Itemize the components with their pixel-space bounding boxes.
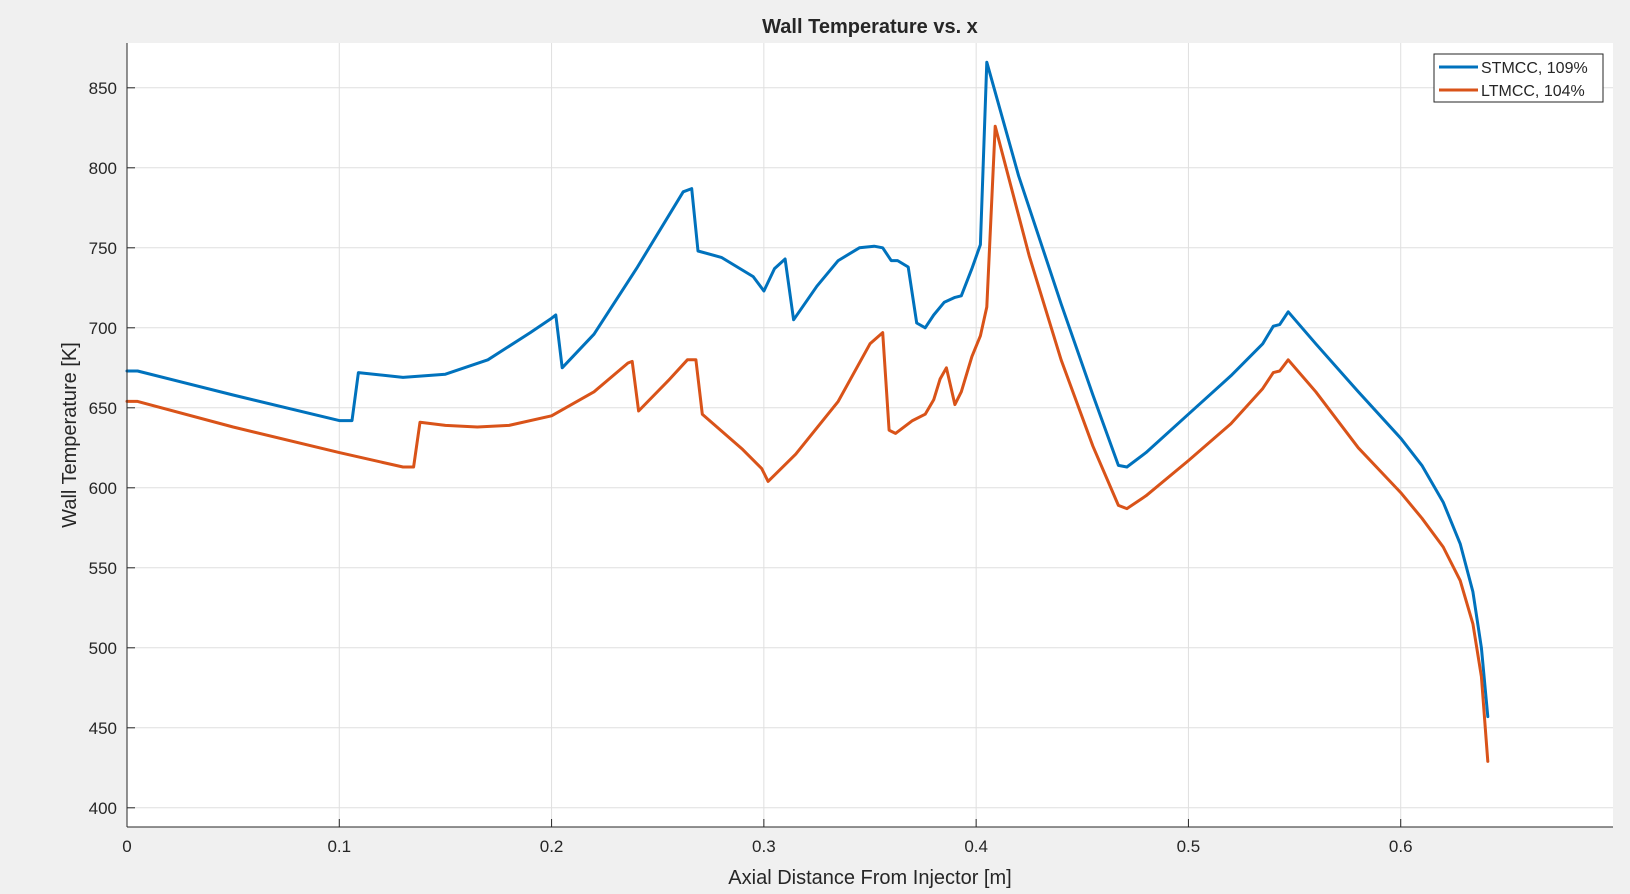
chart-title: Wall Temperature vs. x bbox=[762, 16, 978, 38]
axes: 0 0.1 0.2 0.3 0.4 0.5 0.6 400 450 500 550 600 650 700… bbox=[89, 43, 1613, 856]
y-tick-label: 500 bbox=[89, 639, 117, 658]
y-tick-label: 750 bbox=[89, 239, 117, 258]
legend-entry-ltmcc: LTMCC, 104% bbox=[1481, 83, 1585, 100]
y-tick-label: 650 bbox=[89, 399, 117, 418]
plot-area bbox=[127, 43, 1613, 827]
y-tick-label: 850 bbox=[89, 79, 117, 98]
y-tick-label: 450 bbox=[89, 719, 117, 738]
x-tick-label: 0 bbox=[122, 837, 131, 856]
x-axis-label: Axial Distance From Injector [m] bbox=[728, 867, 1011, 889]
series-line-ltmcc bbox=[125, 124, 1490, 763]
legend-box bbox=[1433, 53, 1604, 103]
x-tick-label: 0.5 bbox=[1177, 837, 1201, 856]
series-line-stmcc bbox=[125, 60, 1490, 719]
y-axis-label: Wall Temperature [K] bbox=[59, 342, 81, 528]
y-tick-label: 800 bbox=[89, 159, 117, 178]
x-tick-label: 0.4 bbox=[964, 837, 988, 856]
series-layer bbox=[125, 60, 1490, 763]
legend-entry-stmcc: STMCC, 109% bbox=[1481, 60, 1588, 77]
x-tick-label: 0.6 bbox=[1389, 837, 1413, 856]
y-tick-label: 550 bbox=[89, 559, 117, 578]
x-tick-label: 0.2 bbox=[540, 837, 564, 856]
y-tick-label: 600 bbox=[89, 479, 117, 498]
x-tick-label: 0.3 bbox=[752, 837, 776, 856]
x-tick-label: 0.1 bbox=[327, 837, 351, 856]
legend[interactable]: STMCC, 109% LTMCC, 104% bbox=[1433, 53, 1604, 103]
y-tick-label: 400 bbox=[89, 799, 117, 818]
y-tick-label: 700 bbox=[89, 319, 117, 338]
